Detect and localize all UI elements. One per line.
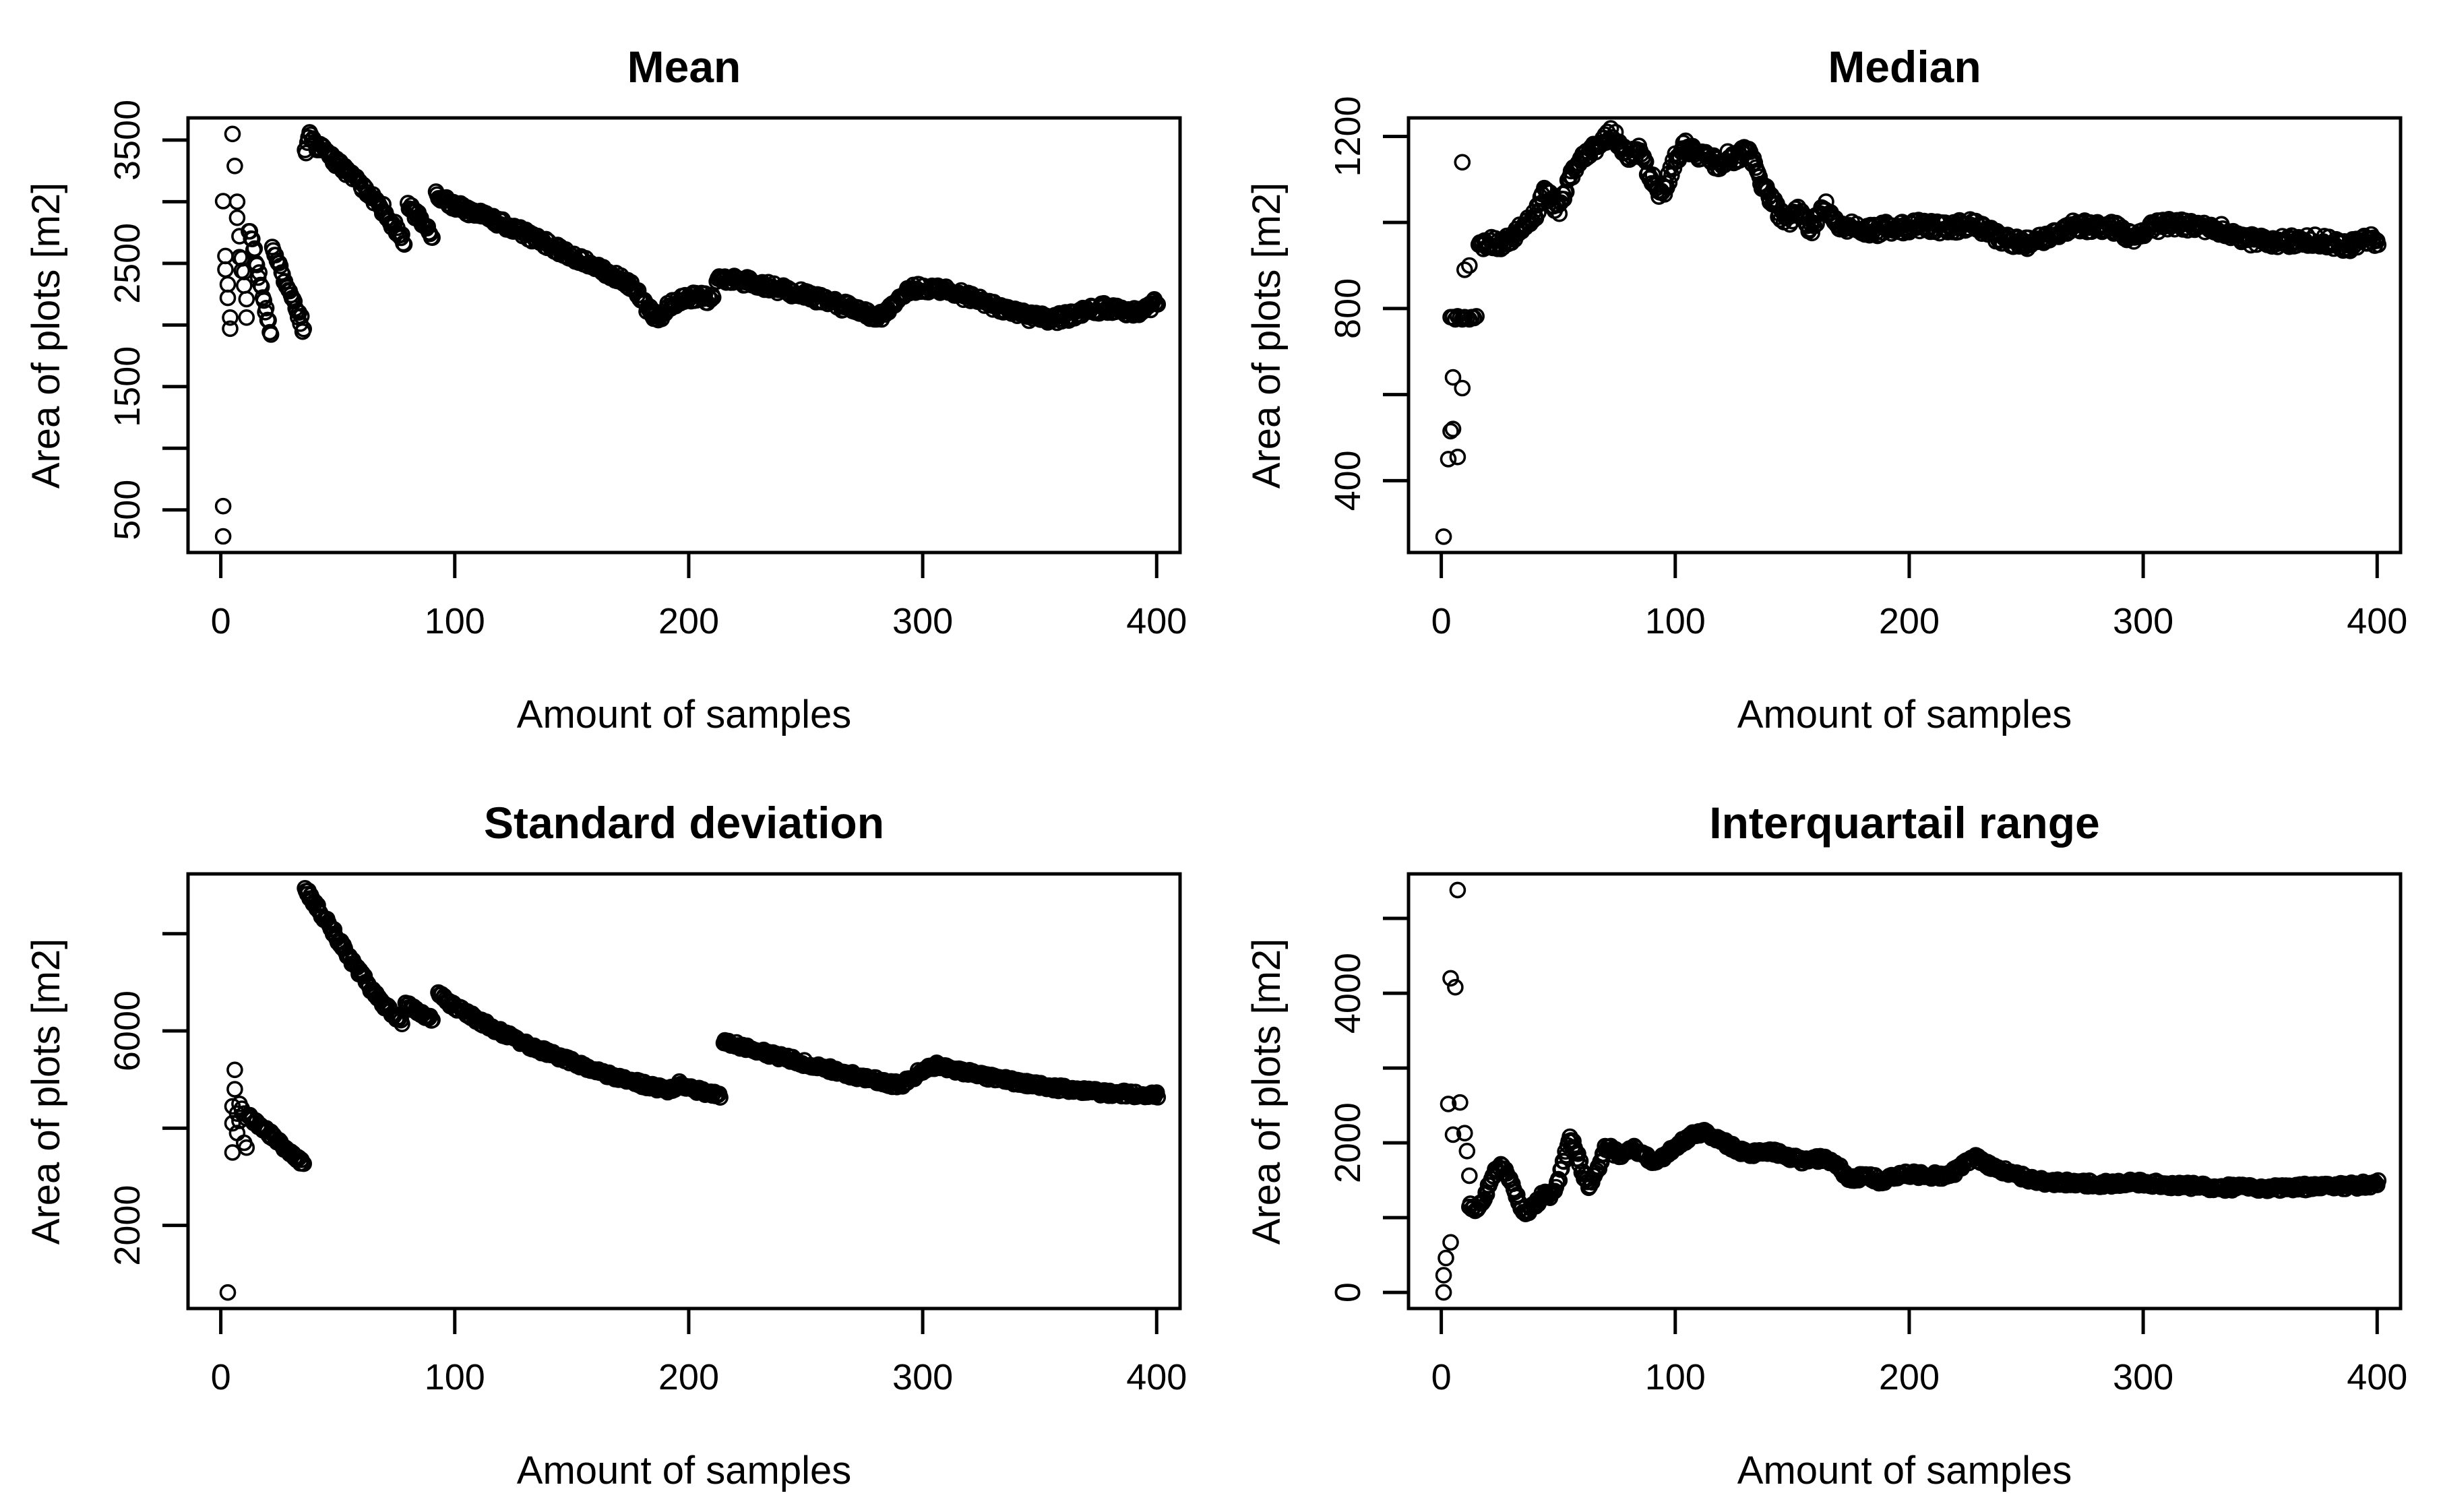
svg-text:200: 200 <box>658 1357 719 1397</box>
svg-text:300: 300 <box>2113 1357 2173 1397</box>
plot-area: 0 100 200 300 400 500 1500 2500 3500 <box>107 100 1187 641</box>
svg-text:100: 100 <box>425 601 485 641</box>
svg-text:400: 400 <box>2347 1357 2407 1397</box>
median-chart: Median Amount of samples Area of plots [… <box>1245 42 2407 736</box>
svg-text:6000: 6000 <box>107 990 148 1071</box>
y-axis-title: Area of plots [m2] <box>1245 939 1289 1245</box>
svg-text:400: 400 <box>1126 1357 1187 1397</box>
svg-text:300: 300 <box>2113 601 2173 641</box>
svg-text:200: 200 <box>658 601 719 641</box>
svg-text:300: 300 <box>892 1357 953 1397</box>
panel-mean: Mean Amount of samples Area of plots [m2… <box>0 0 1220 756</box>
svg-text:4000: 4000 <box>1328 953 1368 1034</box>
svg-text:0: 0 <box>211 1357 231 1397</box>
svg-text:3500: 3500 <box>107 100 148 181</box>
mean-chart: Mean Amount of samples Area of plots [m2… <box>24 42 1187 736</box>
svg-text:2000: 2000 <box>1328 1102 1368 1183</box>
x-axis-title: Amount of samples <box>517 1449 851 1492</box>
scatter-points <box>219 880 1167 1301</box>
svg-text:400: 400 <box>2347 601 2407 641</box>
chart-title: Mean <box>627 42 741 92</box>
svg-text:100: 100 <box>1645 601 1706 641</box>
svg-text:0: 0 <box>1431 601 1452 641</box>
panel-interquartail-range: Interquartail range Amount of samples Ar… <box>1220 756 2441 1512</box>
y-axis-title: Area of plots [m2] <box>24 939 68 1245</box>
standard-deviation-chart: Standard deviation Amount of samples Are… <box>24 798 1187 1492</box>
svg-text:2500: 2500 <box>107 223 148 304</box>
svg-text:2000: 2000 <box>107 1185 148 1266</box>
svg-text:400: 400 <box>1328 450 1368 511</box>
svg-text:1200: 1200 <box>1328 96 1368 177</box>
svg-text:0: 0 <box>1431 1357 1452 1397</box>
scatter-points <box>1435 881 2387 1301</box>
chart-title: Median <box>1828 42 1981 92</box>
svg-text:500: 500 <box>107 480 148 540</box>
chart-title: Standard deviation <box>484 798 884 848</box>
plot-area: 0 100 200 300 400 2000 6000 <box>107 872 1187 1397</box>
x-axis-title: Amount of samples <box>1737 1449 2072 1492</box>
svg-text:800: 800 <box>1328 278 1368 339</box>
svg-text:200: 200 <box>1879 1357 1940 1397</box>
svg-text:400: 400 <box>1126 601 1187 641</box>
scatter-points <box>1435 120 2387 545</box>
chart-title: Interquartail range <box>1709 798 2099 848</box>
svg-text:100: 100 <box>425 1357 485 1397</box>
plot-area: 0 100 200 300 400 400 800 1200 <box>1328 96 2407 641</box>
panel-standard-deviation: Standard deviation Amount of samples Are… <box>0 756 1220 1512</box>
y-axis-title: Area of plots [m2] <box>1245 183 1289 489</box>
x-axis-title: Amount of samples <box>517 693 851 736</box>
panel-median: Median Amount of samples Area of plots [… <box>1220 0 2441 756</box>
svg-text:200: 200 <box>1879 601 1940 641</box>
y-axis-title: Area of plots [m2] <box>24 183 68 489</box>
svg-text:1500: 1500 <box>107 346 148 427</box>
svg-text:0: 0 <box>1328 1282 1368 1302</box>
svg-text:300: 300 <box>892 601 953 641</box>
interquartail-range-chart: Interquartail range Amount of samples Ar… <box>1245 798 2407 1492</box>
scatter-points <box>214 124 1167 545</box>
x-axis-title: Amount of samples <box>1737 693 2072 736</box>
svg-text:100: 100 <box>1645 1357 1706 1397</box>
svg-text:0: 0 <box>211 601 231 641</box>
